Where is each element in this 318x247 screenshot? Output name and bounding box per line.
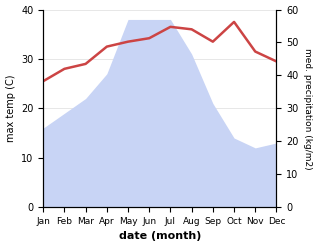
X-axis label: date (month): date (month) xyxy=(119,231,201,242)
Y-axis label: med. precipitation (kg/m2): med. precipitation (kg/m2) xyxy=(303,48,313,169)
Y-axis label: max temp (C): max temp (C) xyxy=(5,75,16,142)
